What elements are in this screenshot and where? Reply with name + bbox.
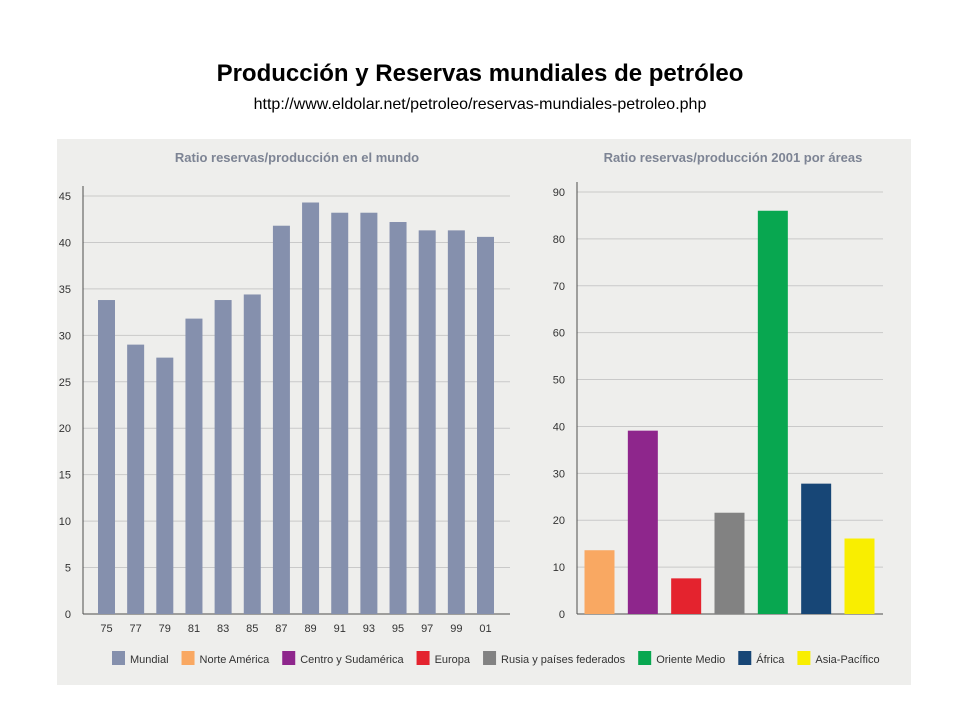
legend-label: Asia-Pacífico [815, 654, 879, 666]
areas-bar [844, 538, 875, 614]
areas-bar [757, 210, 788, 614]
legend-swatch [282, 651, 296, 665]
areas-bar [627, 430, 658, 614]
world-bar [418, 230, 436, 614]
legend-swatch [483, 651, 497, 665]
chart-canvas: Ratio reservas/producción en el mundo 0 5 1… [59, 150, 883, 666]
world-y-tick-label: 15 [59, 470, 71, 482]
world-x-tick-label: 91 [334, 623, 346, 635]
legend-swatch [638, 651, 652, 665]
world-x-tick-label: 75 [100, 623, 112, 635]
world-y-tick-label: 10 [59, 516, 71, 528]
world-x-tick-label: 93 [363, 623, 375, 635]
world-x-tick-label: 81 [188, 623, 200, 635]
areas-y-tick-label: 10 [553, 562, 565, 574]
legend-label: Mundial [130, 654, 169, 666]
world-bar [389, 222, 407, 614]
world-bar [360, 212, 378, 614]
world-y-tick-label: 30 [59, 330, 71, 342]
world-x-tick-label: 87 [275, 623, 287, 635]
world-x-tick-label: 77 [130, 623, 142, 635]
legend-swatch [416, 651, 430, 665]
world-bar [447, 230, 465, 614]
world-x-tick-label: 89 [304, 623, 316, 635]
world-bar [127, 344, 145, 614]
legend-label: África [756, 653, 785, 666]
world-y-tick-label: 25 [59, 377, 71, 389]
legend-label: Norte América [200, 654, 271, 666]
world-x-tick-label: 97 [421, 623, 433, 635]
world-bar [331, 212, 349, 614]
world-y-tick-label: 0 [65, 609, 71, 621]
legend-swatch [112, 651, 125, 665]
areas-bar [801, 483, 832, 614]
areas-bar [714, 512, 745, 614]
legend-label: Oriente Medio [656, 654, 725, 666]
areas-bar [671, 578, 702, 614]
areas-y-tick-label: 0 [559, 609, 565, 621]
slide-subtitle: http://www.eldolar.net/petroleo/reservas… [253, 96, 707, 113]
world-chart-title: Ratio reservas/producción en el mundo [175, 150, 419, 165]
world-bar [98, 300, 115, 614]
areas-y-tick-label: 60 [553, 328, 565, 340]
areas-y-tick-label: 80 [553, 234, 565, 246]
legend-swatch [738, 651, 752, 665]
areas-bar [584, 550, 615, 614]
areas-y-tick-label: 50 [553, 375, 565, 387]
world-y-tick-label: 40 [59, 237, 71, 249]
areas-y-tick-label: 70 [553, 281, 565, 293]
world-x-tick-label: 95 [392, 623, 404, 635]
chart-figure: Ratio reservas/producción en el mundo 0 5 1… [57, 139, 911, 685]
legend-label: Europa [435, 654, 471, 666]
world-x-tick-label: 79 [159, 623, 171, 635]
world-x-tick-label: 83 [217, 623, 229, 635]
world-x-tick-label: 99 [450, 623, 462, 635]
legend-label: Centro y Sudamérica [300, 654, 404, 666]
slide-title: Producción y Reservas mundiales de petró… [216, 60, 744, 87]
legend-swatch [797, 651, 811, 665]
world-bar [214, 300, 232, 614]
areas-y-tick-label: 90 [553, 187, 565, 199]
world-x-tick-label: 01 [479, 623, 491, 635]
world-y-tick-label: 5 [65, 563, 71, 575]
areas-y-tick-label: 40 [553, 421, 565, 433]
world-bar [243, 294, 261, 614]
areas-y-tick-label: 20 [553, 515, 565, 527]
world-y-tick-label: 35 [59, 284, 71, 296]
world-bar [272, 225, 290, 615]
world-x-tick-label: 85 [246, 623, 258, 635]
areas-y-tick-label: 30 [553, 468, 565, 480]
legend-swatch [181, 651, 195, 665]
world-bar [156, 357, 174, 614]
world-y-tick-label: 45 [59, 191, 71, 203]
world-y-tick-label: 20 [59, 423, 71, 435]
world-bar [477, 236, 494, 615]
world-bar [302, 202, 320, 614]
areas-chart-title: Ratio reservas/producción 2001 por áreas [604, 150, 863, 165]
legend-label: Rusia y países federados [501, 654, 626, 666]
world-bar [185, 318, 203, 614]
